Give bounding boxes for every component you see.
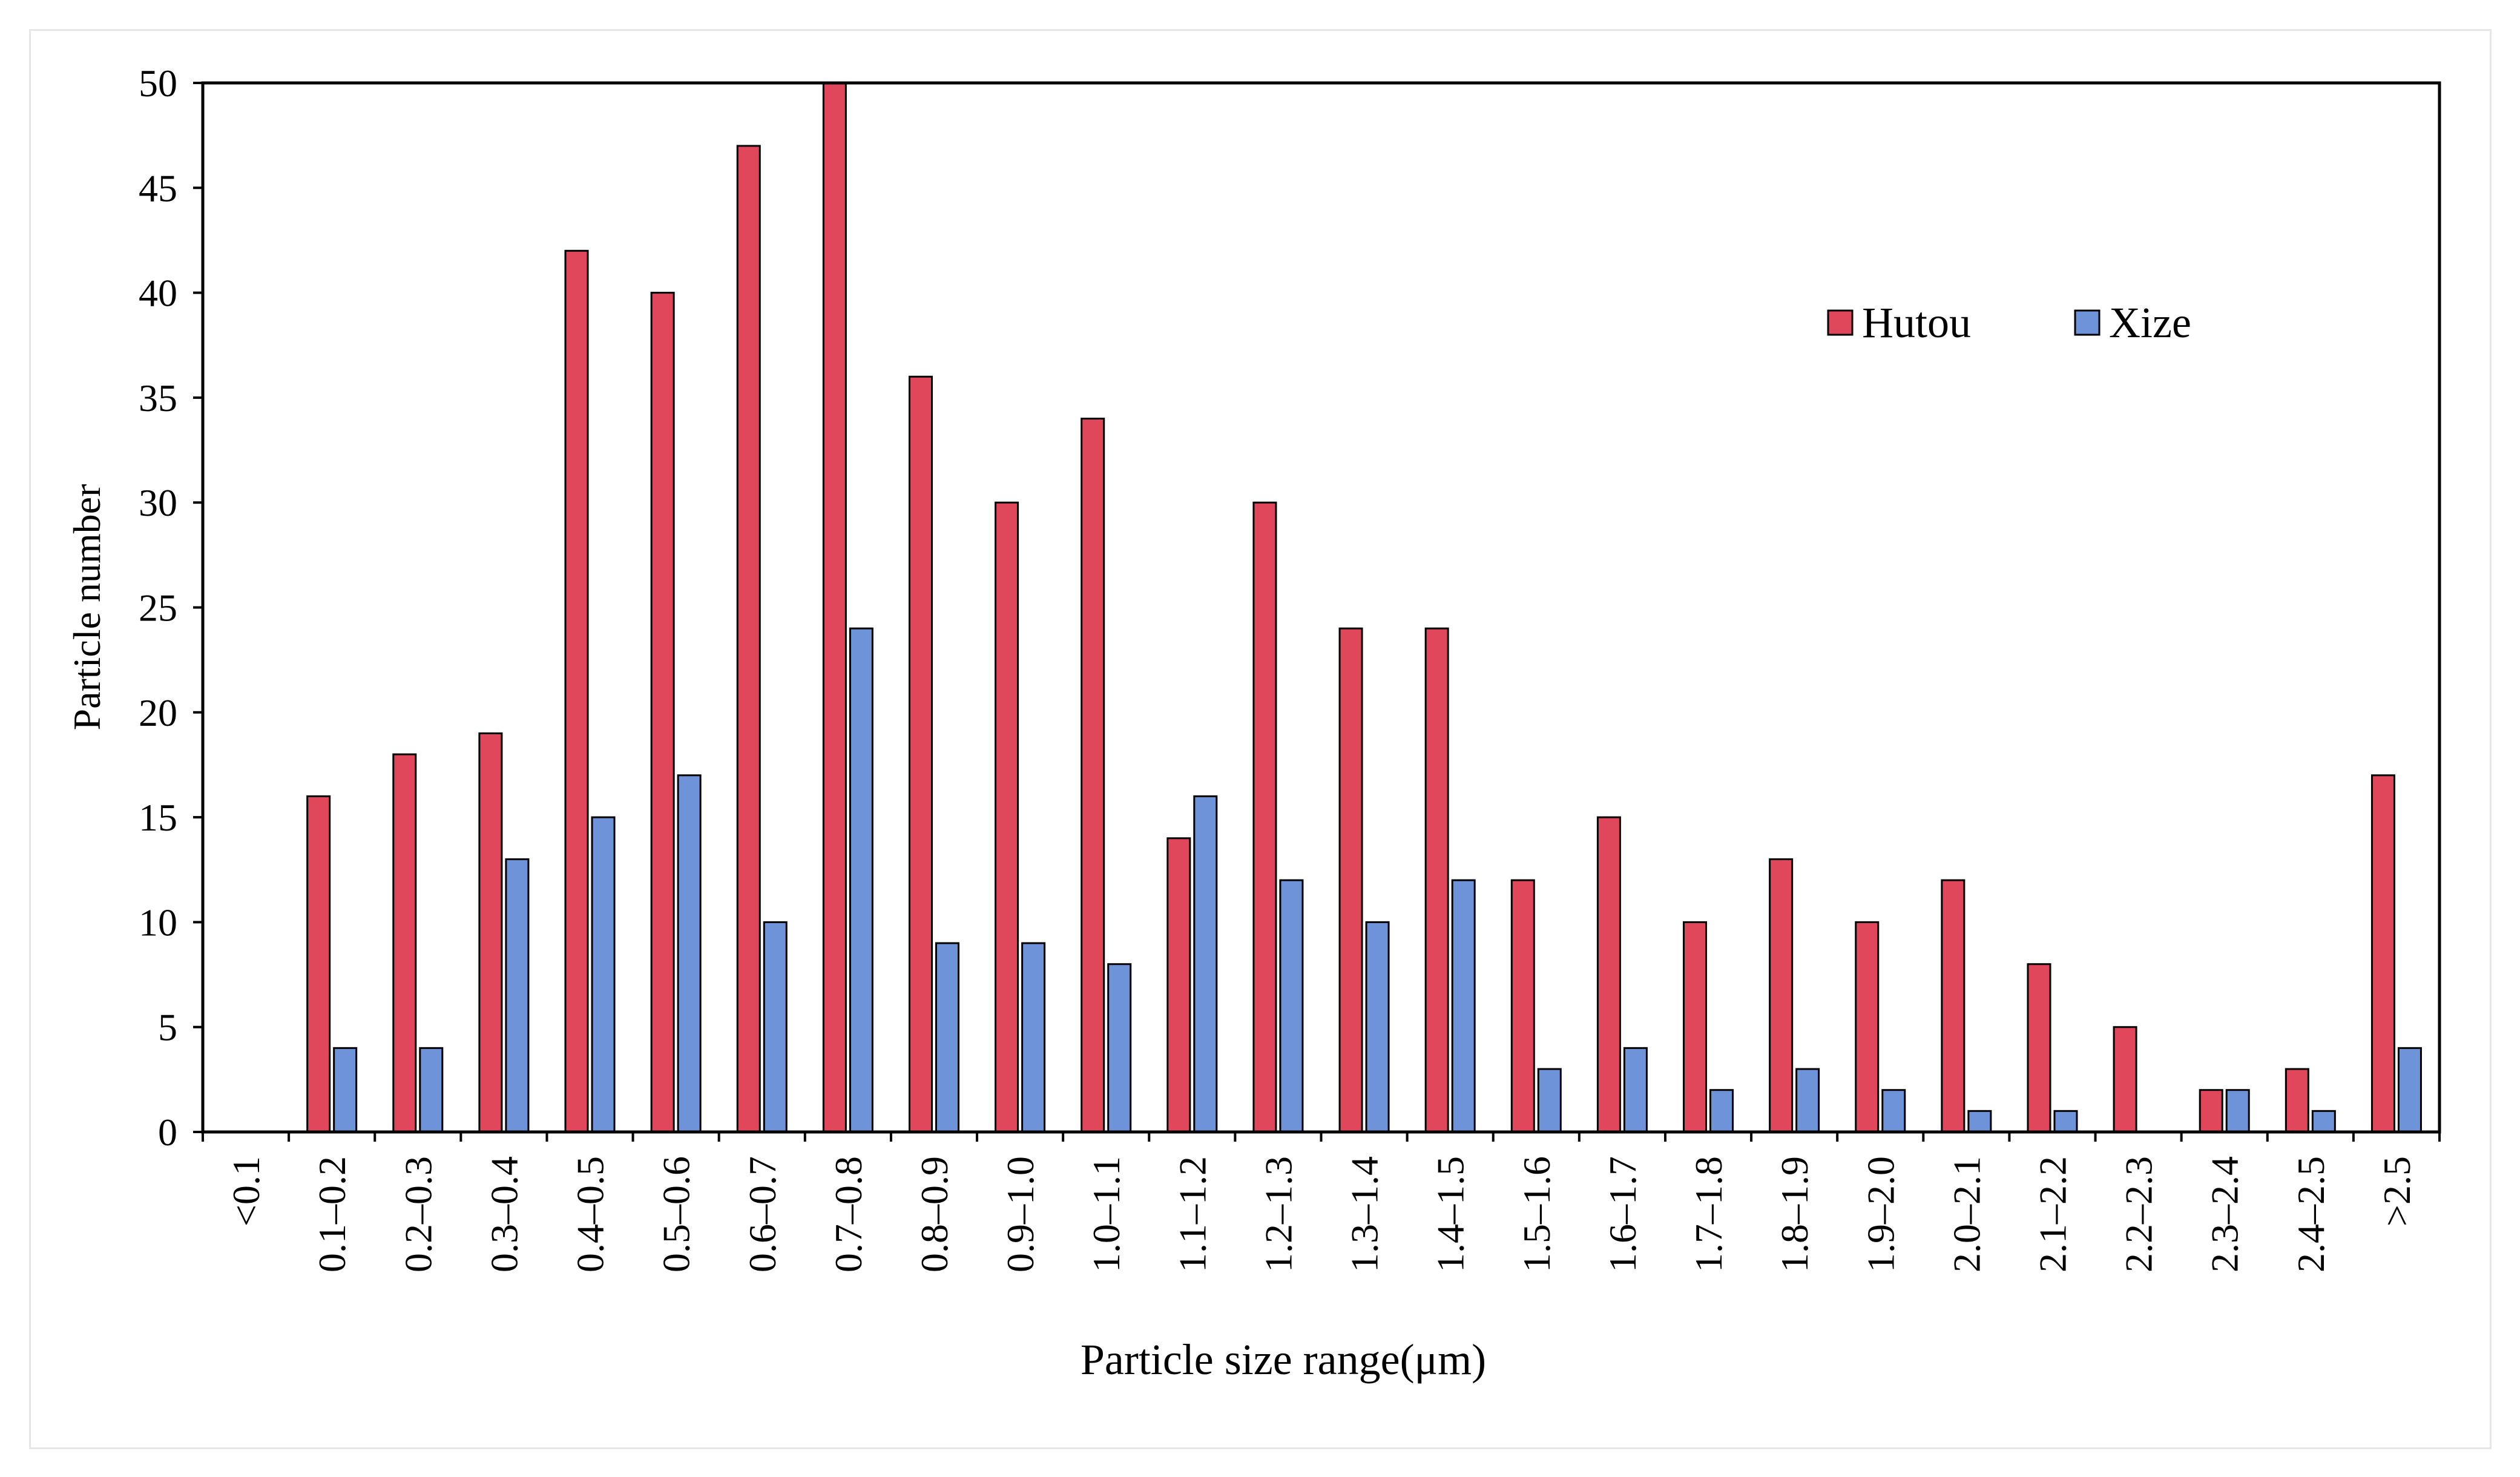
x-tick-label: 0.6–0.7 — [741, 1156, 784, 1272]
bar-xize-23 — [2225, 1089, 2250, 1133]
x-tick-label: 2.4–2.5 — [2289, 1156, 2332, 1272]
legend-label-hutou: Hutou — [1862, 298, 1971, 347]
x-tick-label: 1.1–1.2 — [1171, 1156, 1214, 1272]
x-tick-label: 1.7–1.8 — [1687, 1156, 1730, 1272]
bar-hutou-14 — [1424, 627, 1449, 1133]
bar-xize-20 — [1967, 1110, 1992, 1133]
legend: Hutou Xize — [1827, 298, 2191, 347]
bar-xize-6 — [763, 921, 788, 1133]
bar-xize-18 — [1795, 1068, 1820, 1133]
bar-xize-3 — [505, 858, 530, 1133]
x-axis-label: Particle size range(μm) — [1081, 1335, 1486, 1384]
legend-swatch-xize — [2074, 309, 2101, 336]
x-tick-label: 1.2–1.3 — [1257, 1156, 1300, 1272]
y-tick-label: 30 — [139, 481, 177, 524]
x-tick-label: 1.3–1.4 — [1343, 1156, 1386, 1272]
x-tick-label: 2.2–2.3 — [2117, 1156, 2160, 1272]
x-tick-label: 1.8–1.9 — [1773, 1156, 1816, 1272]
bar-xize-10 — [1107, 963, 1132, 1133]
bar-xize-17 — [1709, 1089, 1734, 1133]
bar-xize-9 — [1021, 942, 1046, 1133]
y-axis: 0 5 10 15 20 25 30 35 40 45 50 — [139, 62, 203, 1154]
x-tick-label: 0.5–0.6 — [655, 1156, 698, 1272]
bar-xize-24 — [2311, 1110, 2336, 1133]
bar-hutou-22 — [2113, 1026, 2137, 1133]
bar-hutou-17 — [1683, 921, 1708, 1133]
bar-hutou-1 — [306, 795, 331, 1133]
y-tick-label: 25 — [139, 587, 177, 630]
bar-hutou-2 — [392, 753, 417, 1133]
x-tick-label: 0.2–0.3 — [396, 1156, 439, 1272]
x-tick-label: 1.0–1.1 — [1085, 1156, 1128, 1272]
y-tick-label: 15 — [139, 796, 177, 839]
x-tick-label: <0.1 — [225, 1156, 268, 1226]
bar-xize-2 — [419, 1047, 444, 1133]
y-tick-label: 35 — [139, 377, 177, 419]
x-tick-label: 0.1–0.2 — [311, 1156, 354, 1272]
bar-xize-8 — [935, 942, 959, 1133]
bar-xize-25 — [2397, 1047, 2422, 1133]
bar-xize-15 — [1537, 1068, 1562, 1133]
bar-hutou-8 — [908, 375, 933, 1133]
x-tick-label: 1.4–1.5 — [1429, 1156, 1472, 1272]
y-axis-label: Particle number — [65, 484, 108, 731]
bar-hutou-6 — [736, 145, 761, 1133]
bar-xize-14 — [1451, 879, 1476, 1133]
x-tick-label: 0.7–0.8 — [827, 1156, 870, 1272]
bar-xize-4 — [591, 816, 616, 1133]
bar-xize-16 — [1623, 1047, 1648, 1133]
y-tick-label: 40 — [139, 272, 177, 315]
plot-area-border — [201, 81, 2441, 1134]
bar-hutou-12 — [1252, 501, 1277, 1133]
bar-hutou-11 — [1166, 837, 1191, 1133]
x-tick-label: 1.5–1.6 — [1515, 1156, 1558, 1272]
bar-xize-7 — [849, 627, 873, 1133]
y-tick-label: 50 — [139, 62, 177, 105]
x-tick-label: >2.5 — [2375, 1156, 2418, 1226]
x-tick-label: 1.6–1.7 — [1601, 1156, 1644, 1272]
bar-hutou-7 — [822, 82, 847, 1133]
y-tick-label: 20 — [139, 691, 177, 734]
bar-xize-5 — [677, 774, 702, 1133]
y-tick-label: 0 — [158, 1111, 177, 1154]
bar-hutou-25 — [2370, 774, 2395, 1133]
bar-hutou-4 — [564, 249, 589, 1133]
x-tick-label: 0.9–1.0 — [999, 1156, 1042, 1272]
bar-xize-1 — [333, 1047, 358, 1133]
bar-xize-21 — [2053, 1110, 2078, 1133]
x-tick-label: 0.8–0.9 — [913, 1156, 956, 1272]
bar-hutou-3 — [478, 732, 503, 1133]
bar-hutou-15 — [1510, 879, 1535, 1133]
x-tick-label: 1.9–2.0 — [1859, 1156, 1902, 1272]
bar-hutou-23 — [2199, 1089, 2223, 1133]
bar-hutou-16 — [1596, 816, 1621, 1133]
x-tick-label: 2.0–2.1 — [1945, 1156, 1988, 1272]
x-tick-label: 0.3–0.4 — [482, 1156, 525, 1272]
bar-hutou-9 — [995, 501, 1019, 1133]
bar-hutou-20 — [1941, 879, 1966, 1133]
y-tick-label: 5 — [158, 1006, 177, 1049]
bar-hutou-18 — [1769, 858, 1794, 1133]
y-tick-label: 10 — [139, 901, 177, 944]
y-tick-label: 45 — [139, 166, 177, 209]
x-axis: <0.1 0.1–0.2 0.2–0.3 0.3–0.4 0.4–0.5 0.5–0.6 0… — [202, 1132, 2441, 1272]
bar-hutou-19 — [1855, 921, 1880, 1133]
bar-hutou-10 — [1081, 418, 1105, 1133]
bar-hutou-21 — [2027, 963, 2051, 1133]
bar-xize-13 — [1365, 921, 1390, 1133]
bar-hutou-5 — [650, 292, 675, 1133]
x-tick-label: 2.1–2.2 — [2031, 1156, 2074, 1272]
bar-xize-19 — [1881, 1089, 1906, 1133]
bar-hutou-13 — [1338, 627, 1363, 1133]
legend-label-xize: Xize — [2109, 298, 2191, 347]
x-tick-label: 2.3–2.4 — [2203, 1156, 2246, 1272]
legend-swatch-hutou — [1827, 309, 1854, 336]
x-tick-label: 0.4–0.5 — [569, 1156, 612, 1272]
bars-layer — [306, 82, 2422, 1133]
bar-xize-11 — [1193, 795, 1218, 1133]
bar-hutou-24 — [2285, 1068, 2309, 1133]
bar-xize-12 — [1279, 879, 1304, 1133]
